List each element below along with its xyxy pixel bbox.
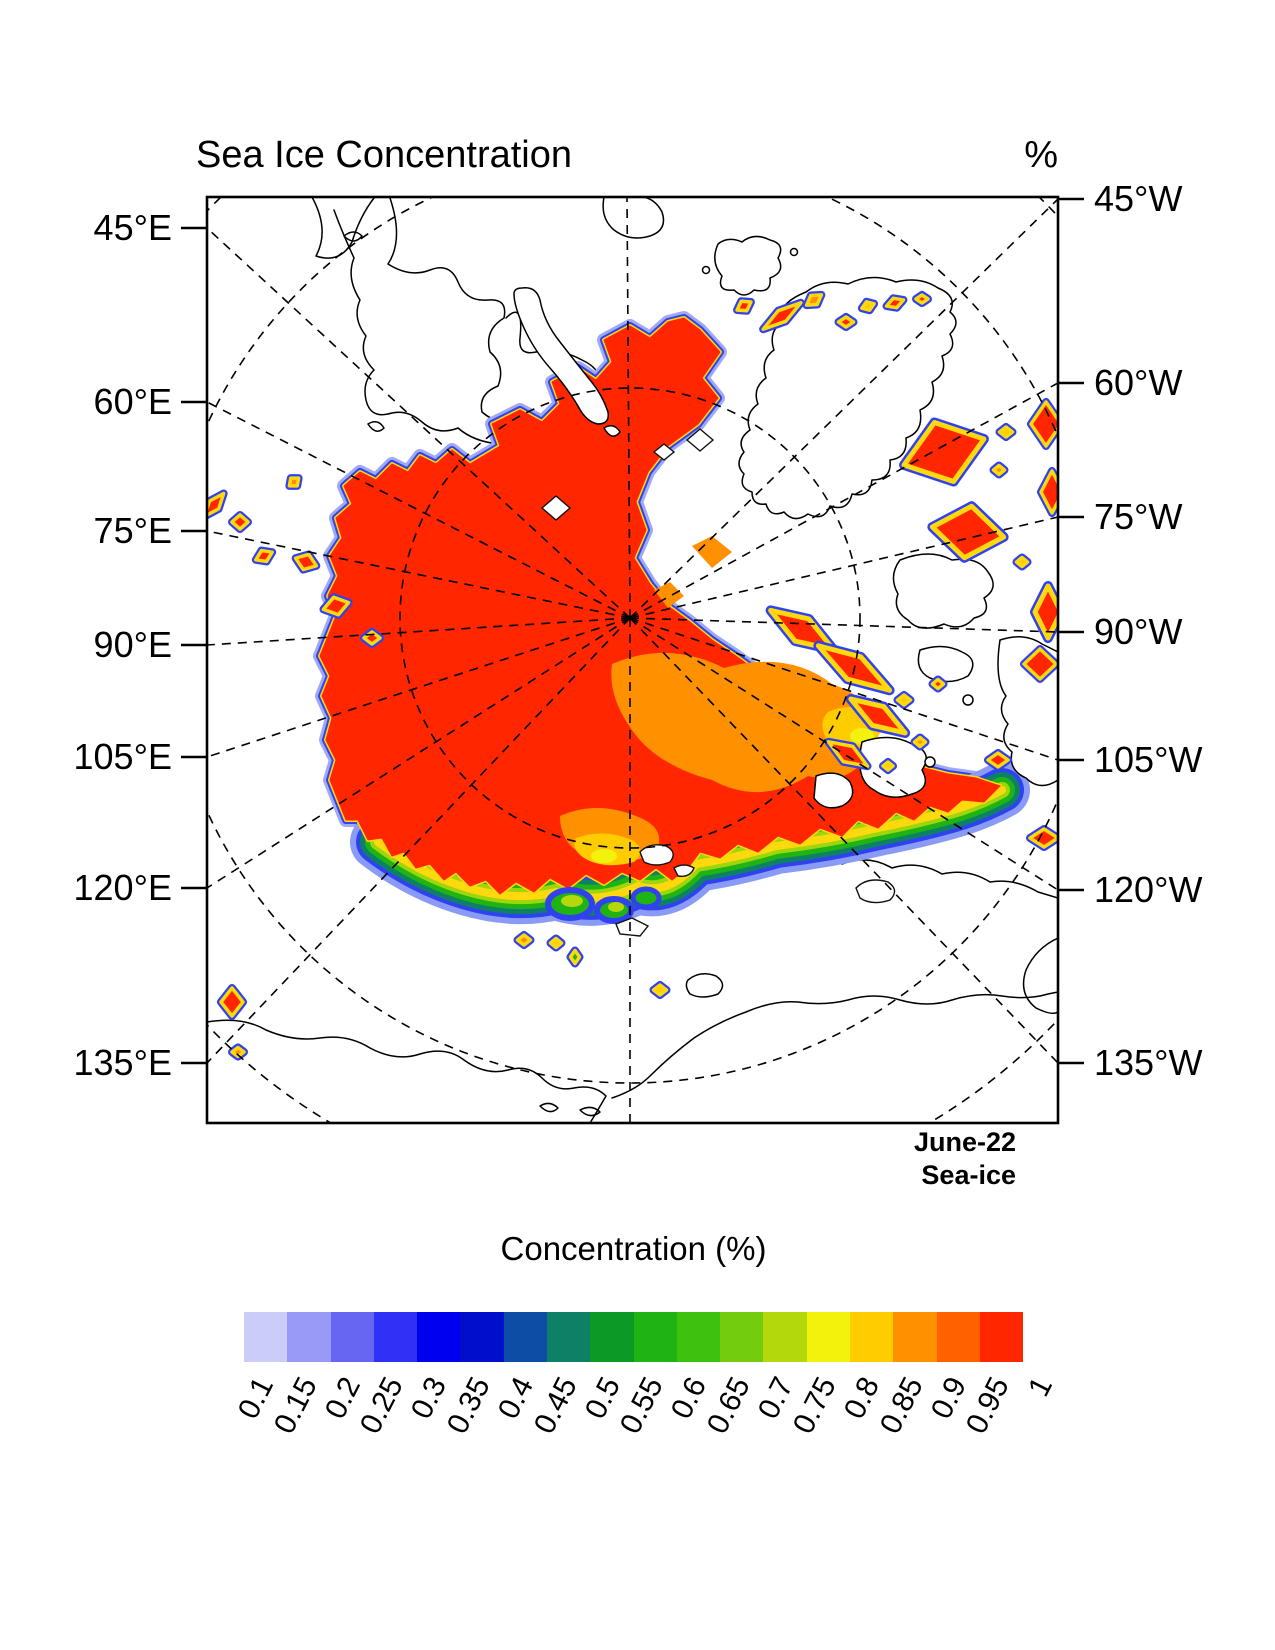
ice-patch [219,986,245,1018]
latitude-circle-80N [399,387,861,849]
ice-patch [930,677,946,691]
left-axis-label: 45°E [93,207,172,248]
ice-patch [929,503,1007,561]
ice-patch [548,936,564,950]
right-axis-label: 105°W [1094,739,1203,780]
ice-patch [912,735,928,749]
ice-patch [287,476,301,488]
coast-alaska [611,991,1058,1099]
colorbar-cell [849,1312,894,1362]
colorbar-cell [503,1312,547,1362]
annotation-date: June-22 [913,1127,1016,1157]
ice-patch [1014,555,1030,569]
colorbar-cell [979,1312,1024,1362]
colorbar-cell [417,1312,461,1362]
colorbar-cell [460,1312,504,1362]
ice-patch [735,299,753,313]
colorbar-cell [676,1312,721,1362]
colorbar-cell [633,1312,677,1362]
ice-patch [881,760,895,772]
colorbar-cell [806,1312,850,1362]
right-axis-label: 60°W [1094,362,1183,403]
ice-patch [515,933,533,947]
colorbar-cell [546,1312,591,1362]
left-axis-label: 75°E [93,510,172,551]
right-axis-label: 120°W [1094,869,1203,910]
land-devon [917,645,974,683]
annotation-variable: Sea-ice [921,1160,1016,1190]
land-ellesmere [892,553,994,629]
left-axis-label: 105°E [73,736,172,777]
colorbar-title: Concentration (%) [500,1230,767,1267]
ice-patch [901,420,987,484]
land-svalbard [714,235,782,296]
land-wrangel [685,973,724,998]
ice-patch [254,548,274,564]
coast-islets-barents [343,231,385,432]
colorbar [244,1312,1024,1362]
ice-patch [914,293,930,305]
coast-chukotka [207,1019,607,1123]
ice-patch [230,1045,246,1059]
colorbar-cell [720,1312,764,1362]
colorbar-cell [330,1312,374,1362]
left-axis-label: 120°E [73,867,172,908]
land-novaya-zemlya [513,287,610,425]
axis-ticks [181,197,1084,1065]
right-axis-label: 45°W [1094,178,1183,219]
land-islet [789,247,799,257]
ice-patch [991,463,1007,477]
annotation: June-22 Sea-ice [760,1126,1016,1192]
colorbar-cell [244,1312,288,1362]
ice-patch [293,552,319,572]
ice-patch [997,425,1015,439]
plot-title: Sea Ice Concentration [196,134,573,176]
colorbar-cell [287,1312,331,1362]
ice-patch [895,693,913,707]
right-axis-label: 135°W [1094,1042,1203,1083]
left-axis-label: 60°E [93,381,172,422]
land-vaygach [603,425,621,437]
ice-patch [836,315,856,329]
ice-patch [884,296,906,310]
ice-patch [651,983,669,997]
coast-hudson [1022,937,1058,1015]
colorbar-cell [936,1312,980,1362]
left-axis-label: 90°E [93,624,172,665]
colorbar-cell [763,1312,807,1362]
ice-island-holes [540,428,896,937]
ice-patch [1029,400,1058,448]
units-label: % [1024,134,1058,176]
ice-patch [761,301,803,331]
colorbar-cell [373,1312,418,1362]
map-frame [181,195,1084,1125]
land-islet [701,265,711,275]
colorbar-cell [893,1312,937,1362]
left-axis-label: 135°E [73,1042,172,1083]
ice-patch [1032,583,1058,641]
ice-patch [848,696,908,736]
graticule [207,197,1058,1123]
ice-patch [230,513,250,531]
ice-patch [1022,647,1058,681]
ice-patch [860,300,876,312]
land-banks [813,772,854,809]
ice-patch [1028,827,1058,849]
ice-patch [1039,469,1058,515]
land-islet [924,756,936,768]
land-islet [962,694,974,706]
ice-tongue [545,886,662,924]
ice-patch [568,948,582,966]
coast-top-center [602,197,665,239]
ice-patch [321,595,351,617]
ice-patch [986,751,1010,769]
right-axis-label: 90°W [1094,611,1183,652]
right-axis-label: 75°W [1094,496,1183,537]
colorbar-cell [590,1312,634,1362]
ice-patch [804,293,824,307]
coast-bering-islets [539,1102,601,1117]
ice-patch [826,740,870,768]
